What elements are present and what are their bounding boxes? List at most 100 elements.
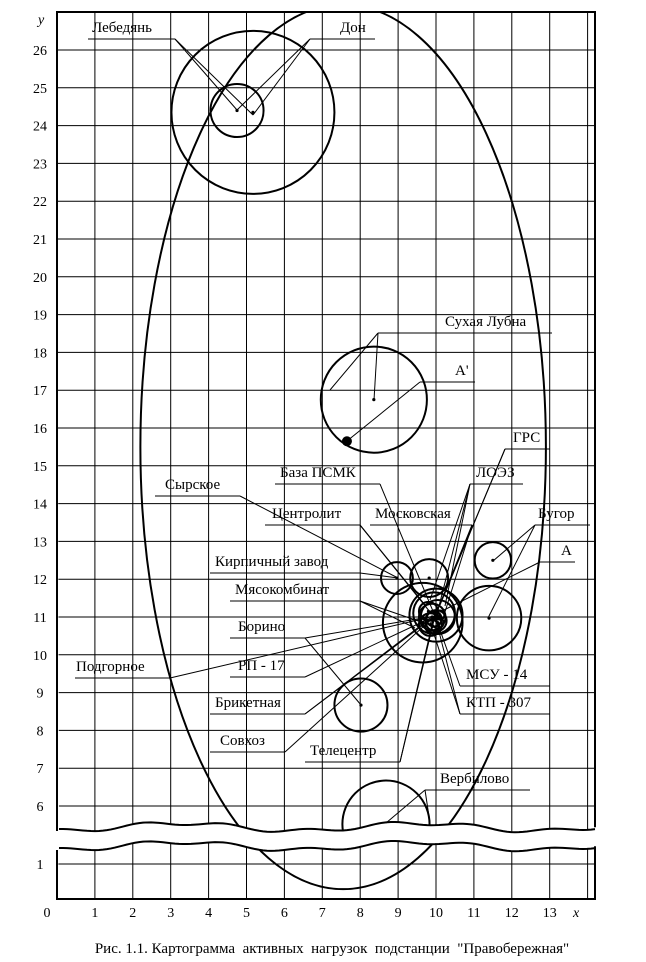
y-tick-label: 6 (37, 800, 44, 815)
x-tick-label: 8 (357, 906, 364, 921)
load-circle (341, 779, 431, 833)
leader-line (434, 524, 473, 617)
load-label: Вербилово (440, 771, 509, 787)
leader-line (252, 38, 311, 116)
load-center-dot (438, 613, 442, 617)
leader-line (359, 524, 426, 606)
x-tick-label: 5 (243, 906, 250, 921)
leader-line (373, 332, 379, 401)
y-tick-label: 23 (33, 157, 47, 172)
leader-line (329, 332, 379, 391)
load-label: Мясокомбинат (235, 582, 330, 598)
leader-line (346, 381, 421, 442)
lower-panel-border (56, 839, 596, 900)
y-tick-label: 16 (33, 422, 47, 437)
leader-line (304, 637, 362, 706)
load-label: Бугор (538, 506, 575, 522)
y-tick-label: 11 (33, 611, 46, 626)
lower-panel (57, 840, 595, 899)
leader-line (359, 572, 399, 579)
leader-line (379, 483, 436, 617)
y-tick-label: 1 (37, 858, 44, 873)
load-label: Телецентр (310, 743, 376, 759)
leader-line (385, 789, 426, 824)
x-tick-label: 7 (319, 906, 326, 921)
y-tick-label: 25 (33, 82, 47, 97)
leader-line (236, 38, 311, 111)
leader-lines (75, 38, 590, 824)
leader-line (169, 615, 436, 679)
leader-line (444, 483, 471, 607)
load-label: А (561, 543, 572, 559)
leader-line (437, 483, 471, 611)
load-circle (381, 581, 464, 664)
load-label: Подгорное (76, 659, 145, 675)
load-label: Дон (340, 20, 366, 36)
load-circle (170, 29, 336, 195)
y-tick-label: 12 (33, 573, 47, 588)
leader-line (284, 615, 436, 753)
x-tick-label: 12 (505, 906, 519, 921)
leader-line (359, 600, 416, 629)
load-zone-ellipse (139, 12, 547, 833)
y-tick-label: 24 (33, 120, 47, 135)
x-tick-label: 6 (281, 906, 288, 921)
load-label: МСУ - 14 (466, 667, 528, 683)
load-circle (473, 541, 513, 580)
x-tick-label: 0 (44, 906, 51, 921)
y-tick-label: 18 (33, 346, 47, 361)
load-label: РП - 17 (238, 658, 285, 674)
leader-line (359, 600, 431, 626)
load-zone-ellipse (139, 840, 547, 891)
leader-line (304, 619, 429, 715)
x-tick-label: 2 (129, 906, 136, 921)
load-label: КТП - 307 (466, 695, 531, 711)
axis-ticks: 0 1 2 3 4 5 6 7 8 9 10 11 12 136789101112131415161718… (33, 44, 557, 921)
load-circle (209, 82, 265, 139)
load-label: А' (455, 363, 469, 379)
leader-line (439, 561, 541, 613)
x-tick-label: 13 (543, 906, 557, 921)
x-tick-label: 9 (395, 906, 402, 921)
load-label: Совхоз (220, 733, 265, 749)
leader-line (174, 38, 254, 116)
y-tick-label: 21 (33, 233, 47, 248)
y-tick-label: 8 (37, 724, 44, 739)
leader-line (304, 615, 436, 639)
y-tick-label: 14 (33, 498, 47, 513)
panel-borders (56, 11, 596, 900)
leader-line (304, 615, 436, 678)
leader-line (487, 524, 536, 619)
leader-line (434, 615, 461, 687)
upper-panel (57, 12, 595, 833)
y-tick-label: 20 (33, 271, 47, 286)
leader-line (429, 621, 461, 715)
load-label: База ПСМК (280, 465, 357, 481)
load-circle (333, 677, 389, 733)
leader-line (429, 483, 471, 601)
x-tick-label: 1 (91, 906, 98, 921)
leader-line (492, 524, 536, 562)
x-axis-label: x (572, 906, 580, 921)
y-tick-label: 19 (33, 309, 47, 324)
y-tick-label: 9 (37, 687, 44, 702)
load-label: Кирпичный завод (215, 554, 329, 570)
load-circle (455, 584, 523, 652)
leader-line (434, 615, 461, 715)
y-tick-label: 7 (37, 762, 44, 777)
load-label: ЛОЭЗ (476, 465, 515, 481)
leader-line (239, 495, 399, 579)
load-circle (319, 345, 428, 454)
load-label: Центролит (272, 506, 342, 522)
y-tick-label: 17 (33, 384, 47, 399)
leader-line (444, 524, 473, 613)
x-tick-label: 11 (467, 906, 480, 921)
load-center-dot (427, 576, 431, 580)
load-label: Сухая Лубна (445, 314, 527, 330)
load-label: Московская (375, 506, 451, 522)
load-circle (380, 561, 414, 595)
y-tick-label: 26 (33, 44, 47, 59)
load-label: Сырское (165, 477, 220, 493)
x-tick-label: 10 (429, 906, 443, 921)
